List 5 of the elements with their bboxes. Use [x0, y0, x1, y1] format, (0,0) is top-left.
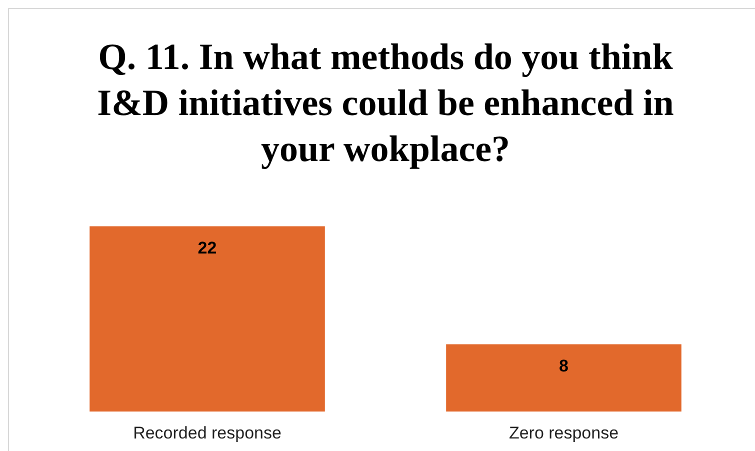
- data-label: 22: [198, 238, 217, 258]
- chart-title: Q. 11. In what methods do you think I&D initiatives could be enhanced in your wokplace?: [96, 36, 675, 172]
- x-tick-label: Recorded response: [133, 423, 282, 442]
- data-label: 8: [559, 356, 568, 376]
- x-tick-label: Zero response: [508, 423, 619, 442]
